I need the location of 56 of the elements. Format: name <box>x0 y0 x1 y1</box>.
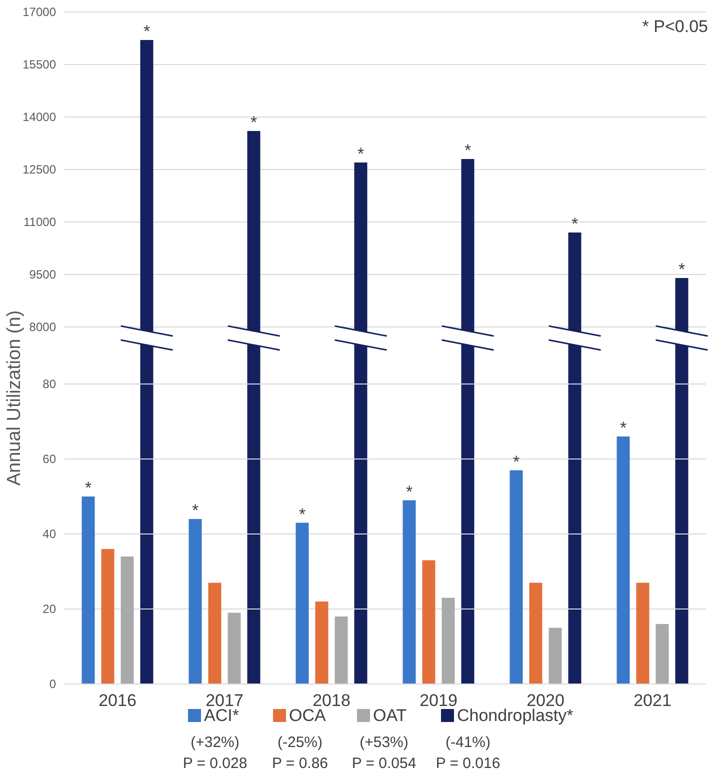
bar <box>529 582 542 684</box>
annotation: * <box>406 482 413 502</box>
annotation: * <box>192 501 199 520</box>
bar <box>101 549 114 684</box>
bar <box>548 628 562 684</box>
bar <box>402 500 416 684</box>
bar <box>228 612 241 684</box>
y-tick-label: 20 <box>42 602 56 616</box>
bar <box>442 598 455 684</box>
legend-label: OAT <box>373 706 407 725</box>
x-tick-label: 2016 <box>98 691 136 710</box>
bar <box>82 496 95 684</box>
x-tick-label: 2019 <box>420 691 458 710</box>
bar <box>422 560 436 684</box>
y-tick-label: 11000 <box>24 215 56 230</box>
annotation: * <box>250 113 258 132</box>
bar <box>208 582 222 684</box>
y-tick-label: 9500 <box>29 268 56 282</box>
bar <box>315 602 328 684</box>
annotation: * <box>464 141 472 160</box>
y-axis-title: Annual Utilization (n) <box>4 310 25 486</box>
y-tick-label: 60 <box>42 452 56 466</box>
text: P = 0.86 <box>272 755 328 772</box>
annotation: * P<0.05 <box>642 17 708 36</box>
annotation: * <box>143 22 150 41</box>
text: (+53%) <box>360 734 408 751</box>
y-tick-label: 8000 <box>29 320 56 334</box>
bar <box>616 436 630 684</box>
bar <box>188 519 202 684</box>
y-tick-label: 0 <box>49 677 56 692</box>
annotation: * <box>571 214 578 234</box>
bar <box>334 616 348 684</box>
annotation: * <box>298 504 306 524</box>
y-tick-label: 17000 <box>22 5 56 20</box>
bar <box>656 624 669 684</box>
bar <box>120 556 134 684</box>
annotation: * <box>512 452 520 472</box>
text: P = 0.054 <box>352 755 416 772</box>
bar <box>296 522 309 684</box>
text: (-41%) <box>445 734 491 751</box>
annotation: * <box>678 260 686 279</box>
text: P = 0.028 <box>182 755 248 772</box>
y-tick-label: 15500 <box>22 58 56 72</box>
annotation: * <box>84 478 92 498</box>
y-tick-label: 12500 <box>22 162 56 177</box>
annotation: * <box>620 418 627 438</box>
y-tick-label: 40 <box>42 527 56 542</box>
bar <box>510 470 523 684</box>
text: (+32%) <box>190 734 240 751</box>
x-tick-label: 2021 <box>634 691 672 710</box>
bar <box>636 582 650 684</box>
y-tick-label: 80 <box>42 377 56 392</box>
annotation: * <box>357 144 364 164</box>
text: (-25%) <box>277 734 323 751</box>
text: P = 0.016 <box>436 755 500 772</box>
y-tick-label: 14000 <box>22 110 56 124</box>
